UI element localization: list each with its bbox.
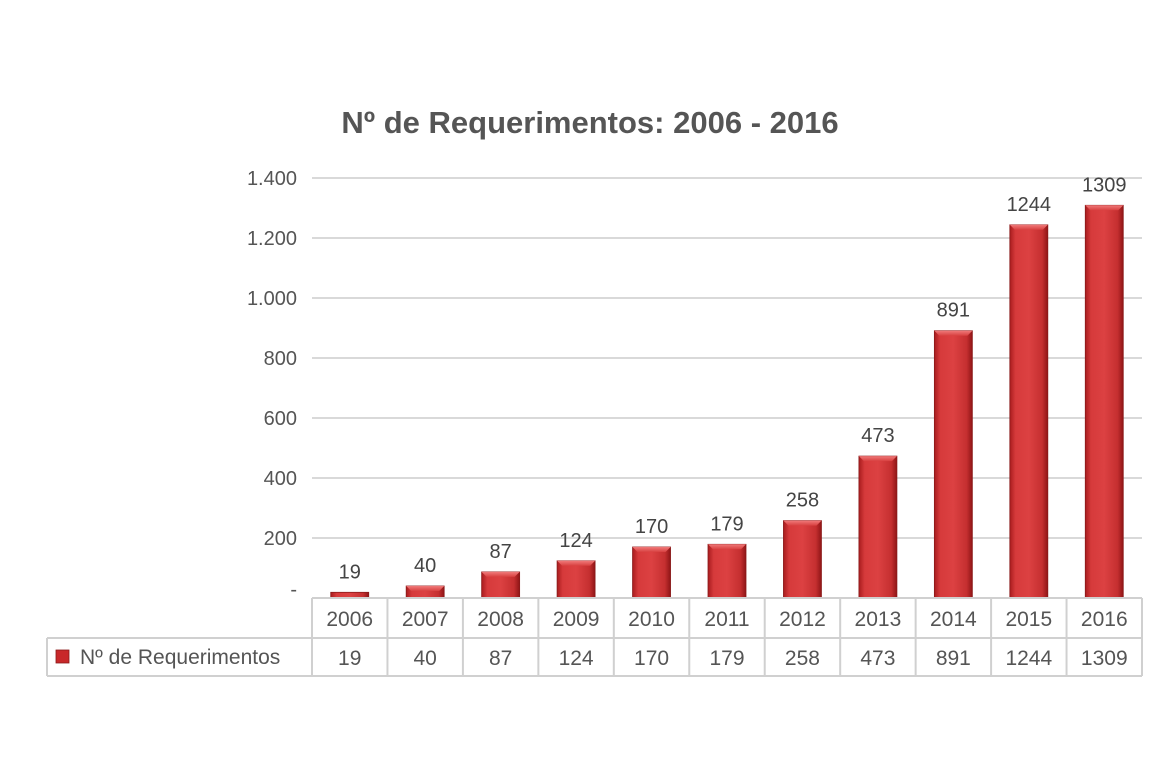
data-label: 179 (710, 513, 743, 535)
bar-group: 124 (556, 530, 596, 599)
data-label: 124 (559, 530, 592, 552)
bar-bevel (934, 330, 973, 336)
bar-group: 891 (933, 300, 973, 599)
bar-group: 1244 (1007, 194, 1052, 599)
y-tick-label: - (290, 579, 297, 601)
x-category-label: 2013 (855, 608, 902, 631)
x-category-label: 2015 (1005, 608, 1052, 631)
bar (1009, 224, 1049, 599)
bar-bevel (632, 547, 671, 552)
x-category-label: 2009 (553, 608, 600, 631)
bar (933, 330, 973, 599)
data-label: 891 (937, 300, 970, 322)
bar (632, 546, 671, 599)
x-category-label: 2011 (704, 608, 749, 631)
chart-title: Nº de Requerimentos: 2006 - 2016 (341, 105, 838, 140)
x-category-label: 2010 (628, 608, 675, 631)
y-tick-label: 1.000 (247, 288, 297, 310)
data-label: 1244 (1007, 194, 1052, 216)
bar-group: 87 (481, 541, 521, 599)
data-label: 1309 (1082, 174, 1127, 196)
y-tick-label: 1.400 (247, 168, 297, 190)
x-category-label: 2007 (402, 608, 449, 631)
bar (556, 560, 596, 599)
y-tick-label: 200 (264, 528, 297, 550)
bar (1084, 204, 1124, 599)
table-value: 258 (785, 647, 820, 670)
y-tick-label: 600 (264, 408, 297, 430)
x-category-label: 2006 (326, 608, 373, 631)
bar-group: 258 (783, 490, 822, 599)
bar-bevel (481, 571, 520, 577)
bar-group: 1309 (1082, 174, 1127, 599)
data-label: 170 (635, 516, 668, 538)
x-category-label: 2014 (930, 608, 977, 631)
y-tick-label: 800 (264, 348, 297, 370)
table-value: 473 (860, 647, 895, 670)
bar-bevel (1085, 205, 1124, 211)
bar-bevel (406, 586, 445, 591)
table-value: 179 (709, 647, 744, 670)
table-value: 124 (559, 647, 594, 670)
bar-bevel (783, 520, 822, 526)
bar-bevel (708, 544, 746, 550)
table-value: 1309 (1081, 647, 1128, 670)
bar-group: 473 (858, 425, 898, 599)
data-label: 19 (339, 561, 361, 583)
data-label: 40 (414, 555, 436, 577)
x-category-label: 2012 (779, 608, 826, 631)
bar-group: 19 (330, 561, 370, 599)
table-value: 19 (338, 647, 361, 670)
y-tick-label: 400 (264, 468, 297, 490)
table-value: 40 (414, 647, 437, 670)
table-value: 891 (936, 647, 971, 670)
bar-group: 40 (405, 555, 445, 599)
data-label: 473 (861, 425, 894, 447)
x-category-label: 2008 (477, 608, 524, 631)
bar-bevel (858, 456, 897, 462)
bar (858, 455, 898, 599)
bar (783, 520, 822, 599)
bar-group: 179 (707, 513, 747, 599)
bar-bevel (1009, 224, 1048, 230)
y-tick-label: 1.200 (247, 228, 297, 250)
table-value: 1244 (1005, 647, 1052, 670)
legend-label: Nº de Requerimentos (80, 646, 280, 669)
legend-swatch (55, 649, 70, 664)
bar-group: 170 (632, 516, 671, 599)
bar-bevel (557, 560, 596, 566)
data-label: 87 (490, 541, 512, 563)
table-value: 87 (489, 647, 512, 670)
x-category-label: 2016 (1081, 608, 1128, 631)
table-value: 170 (634, 647, 669, 670)
data-label: 258 (786, 490, 819, 512)
bar (707, 543, 747, 599)
